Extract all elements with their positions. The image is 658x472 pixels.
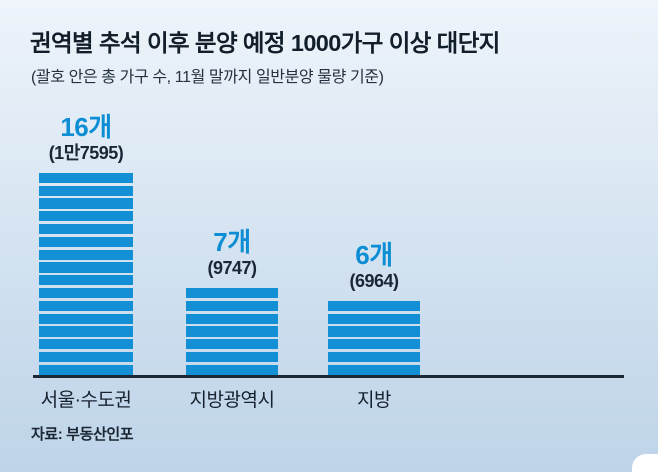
bar-segment xyxy=(39,339,133,350)
bar-segment xyxy=(328,326,420,337)
bar-segment xyxy=(186,351,278,363)
bar-segment xyxy=(186,313,278,324)
chart-subtitle: (괄호 안은 총 가구 수, 11월 말까지 일반분양 물량 기준) xyxy=(31,69,384,86)
chart-title: 권역별 추석 이후 분양 예정 1000가구 이상 대단지 xyxy=(30,30,500,56)
bar-segment xyxy=(186,326,278,337)
bar-segment xyxy=(328,351,420,363)
bar-segment xyxy=(39,326,133,337)
corner-notch xyxy=(632,454,658,472)
bar-segment xyxy=(186,287,278,299)
x-axis-baseline xyxy=(33,375,624,378)
category-label-seoul: 서울·수도권 xyxy=(40,390,132,411)
bar-segment xyxy=(39,351,133,363)
bar-segment xyxy=(39,300,133,312)
bar-segment xyxy=(328,300,420,312)
source-credit: 자료: 부동산인포 xyxy=(31,426,134,443)
bar-segment xyxy=(39,198,133,209)
bar-group-metro: 7개 (9747) xyxy=(186,228,278,375)
total-label: (1만7595) xyxy=(48,143,124,164)
bar-segment xyxy=(186,300,278,312)
bar-segment xyxy=(39,275,133,286)
bar-segment xyxy=(39,211,133,222)
category-label-metro: 지방광역시 xyxy=(189,390,275,411)
bar-segment xyxy=(39,236,133,248)
bar-segment xyxy=(39,262,133,273)
bar-segment xyxy=(186,364,278,375)
bar-segment xyxy=(39,313,133,324)
bar-segment xyxy=(39,185,133,196)
total-label: (6964) xyxy=(349,271,399,292)
bar-group-seoul: 16개 (1만7595) xyxy=(39,111,133,375)
bar-segment xyxy=(39,249,133,260)
bar xyxy=(328,300,420,375)
count-label: 6개 xyxy=(355,239,393,270)
count-label: 7개 xyxy=(213,226,251,257)
bar-segment xyxy=(186,339,278,350)
bar-segment xyxy=(39,364,133,375)
bar xyxy=(186,287,278,375)
bar-segment xyxy=(39,172,133,184)
bar-segment xyxy=(328,339,420,350)
bar-segment xyxy=(328,313,420,324)
bar xyxy=(39,172,133,375)
count-label: 16개 xyxy=(60,111,112,142)
bar-segment xyxy=(39,223,133,235)
category-label-province: 지방 xyxy=(357,390,391,411)
bar-segment xyxy=(39,287,133,299)
total-label: (9747) xyxy=(207,258,257,279)
bar-segment xyxy=(328,364,420,375)
bar-group-province: 6개 (6964) xyxy=(328,239,420,375)
